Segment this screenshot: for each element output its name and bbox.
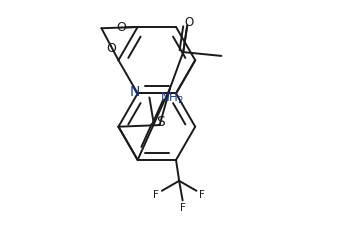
Text: F: F <box>153 190 159 200</box>
Text: O: O <box>117 20 126 33</box>
Text: F: F <box>199 190 205 200</box>
Text: O: O <box>106 42 116 54</box>
Text: N: N <box>130 84 140 98</box>
Text: F: F <box>180 202 186 212</box>
Text: NH$_2$: NH$_2$ <box>160 91 184 106</box>
Text: O: O <box>184 15 193 28</box>
Text: S: S <box>156 114 165 128</box>
